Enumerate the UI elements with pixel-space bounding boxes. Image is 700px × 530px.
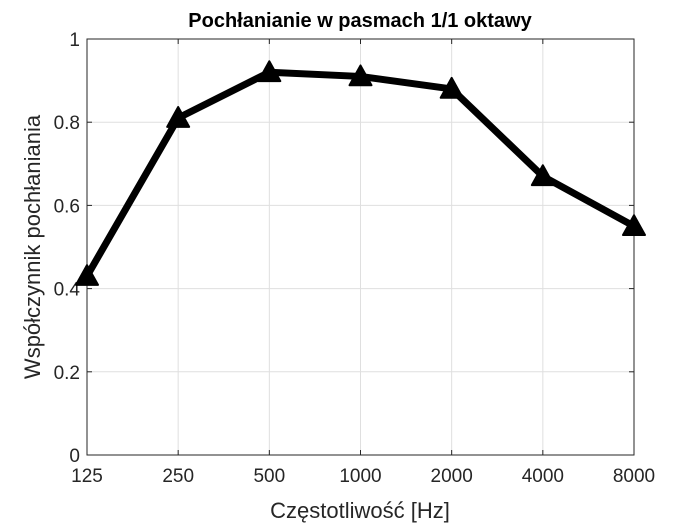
x-tick-label: 125 bbox=[71, 466, 103, 487]
grid bbox=[87, 39, 634, 455]
x-ticks: 125 250 500 1000 2000 4000 8000 bbox=[71, 39, 655, 487]
chart-title: Pochłanianie w pasmach 1/1 oktawy bbox=[188, 10, 532, 32]
data-point-marker bbox=[530, 164, 555, 187]
y-tick-label: 0.8 bbox=[54, 113, 80, 134]
data-point-marker bbox=[622, 214, 646, 236]
y-axis-label: Współczynnik pochłaniania bbox=[20, 114, 45, 379]
data-point-marker bbox=[166, 106, 191, 128]
x-tick-label: 500 bbox=[253, 466, 285, 487]
x-tick-label: 1000 bbox=[339, 466, 381, 487]
x-axis-label: Częstotliwość [Hz] bbox=[270, 498, 450, 523]
y-tick-label: 1 bbox=[69, 30, 80, 51]
y-tick-label: 0.6 bbox=[54, 196, 80, 217]
x-tick-label: 2000 bbox=[431, 466, 473, 487]
y-tick-label: 0 bbox=[69, 446, 80, 467]
x-tick-label: 4000 bbox=[522, 466, 564, 487]
y-tick-label: 0.2 bbox=[54, 363, 80, 384]
x-tick-label: 8000 bbox=[613, 466, 655, 487]
data-point-marker bbox=[348, 64, 373, 87]
x-tick-label: 250 bbox=[162, 466, 194, 487]
y-ticks: 0 0.2 0.4 0.6 0.8 1 bbox=[54, 30, 634, 467]
data-point-marker bbox=[75, 264, 99, 286]
data-point-marker bbox=[257, 60, 282, 83]
series bbox=[75, 60, 646, 286]
data-point-marker bbox=[439, 76, 464, 99]
y-tick-label: 0.4 bbox=[54, 280, 81, 301]
